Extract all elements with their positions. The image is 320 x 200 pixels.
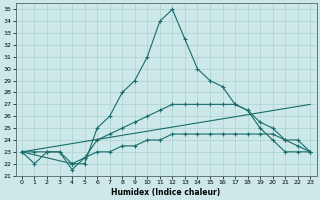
X-axis label: Humidex (Indice chaleur): Humidex (Indice chaleur) <box>111 188 221 197</box>
